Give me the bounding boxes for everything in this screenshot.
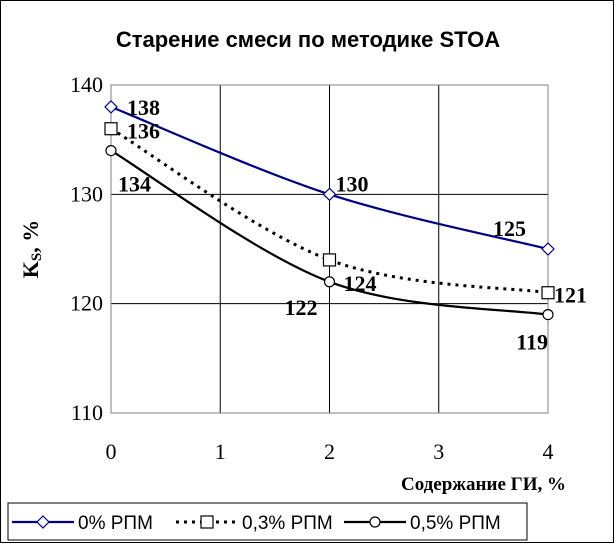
legend-marker-2 xyxy=(369,516,381,528)
y-axis-label: KS, % xyxy=(18,220,45,278)
legend-label-1: 0,3% РПМ xyxy=(242,513,333,534)
data-label: 130 xyxy=(336,171,369,196)
series-0-marker-1 xyxy=(322,187,337,202)
y-tick-label: 140 xyxy=(70,72,103,97)
y-axis-label-unit: , % xyxy=(18,220,43,253)
series-1-marker-0 xyxy=(104,122,118,136)
y-tick-label: 130 xyxy=(70,181,103,206)
tick-labels: 110 120 130 140 0 1 2 3 4 xyxy=(70,72,554,464)
chart-title: Старение смеси по методике STOA xyxy=(116,27,500,52)
data-label: 122 xyxy=(285,295,318,320)
data-label: 136 xyxy=(127,119,160,144)
data-label: 119 xyxy=(516,330,548,355)
y-axis-label-sub: S xyxy=(29,253,45,261)
y-tick-label: 110 xyxy=(71,400,103,425)
legend: 0% РПМ 0,3% РПМ 0,5% РПМ xyxy=(7,502,528,541)
data-labels: 138 130 125 136 124 121 134 122 119 xyxy=(118,95,587,355)
legend-marker-1 xyxy=(200,515,214,529)
y-axis-label-main: K xyxy=(18,261,43,278)
series-2-marker-1 xyxy=(323,276,336,288)
series-0-marker-2 xyxy=(541,242,555,256)
x-tick-label: 4 xyxy=(543,439,554,464)
series-1-marker-1 xyxy=(322,253,337,267)
series-0-marker-0 xyxy=(104,100,118,114)
series-markers xyxy=(104,100,555,321)
series-2-marker-0 xyxy=(105,145,117,157)
data-label: 124 xyxy=(344,271,377,296)
legend-box xyxy=(7,502,528,541)
x-tick-label: 2 xyxy=(324,439,335,464)
x-axis-label: Содержание ГИ, % xyxy=(401,474,566,495)
data-label: 134 xyxy=(118,172,151,197)
series-2-marker-2 xyxy=(542,309,554,321)
legend-label-0: 0% РПМ xyxy=(78,513,153,534)
y-tick-label: 120 xyxy=(70,291,103,316)
series-line-1 xyxy=(110,127,549,295)
data-label: 125 xyxy=(493,216,526,241)
series-1-marker-2 xyxy=(541,286,555,300)
x-tick-label: 1 xyxy=(215,439,226,464)
data-label: 138 xyxy=(127,95,160,120)
legend-label-2: 0,5% РПМ xyxy=(410,513,501,534)
x-tick-label: 0 xyxy=(106,439,117,464)
legend-marker-0 xyxy=(36,515,50,529)
x-tick-label: 3 xyxy=(433,439,444,464)
data-label: 121 xyxy=(554,283,587,308)
